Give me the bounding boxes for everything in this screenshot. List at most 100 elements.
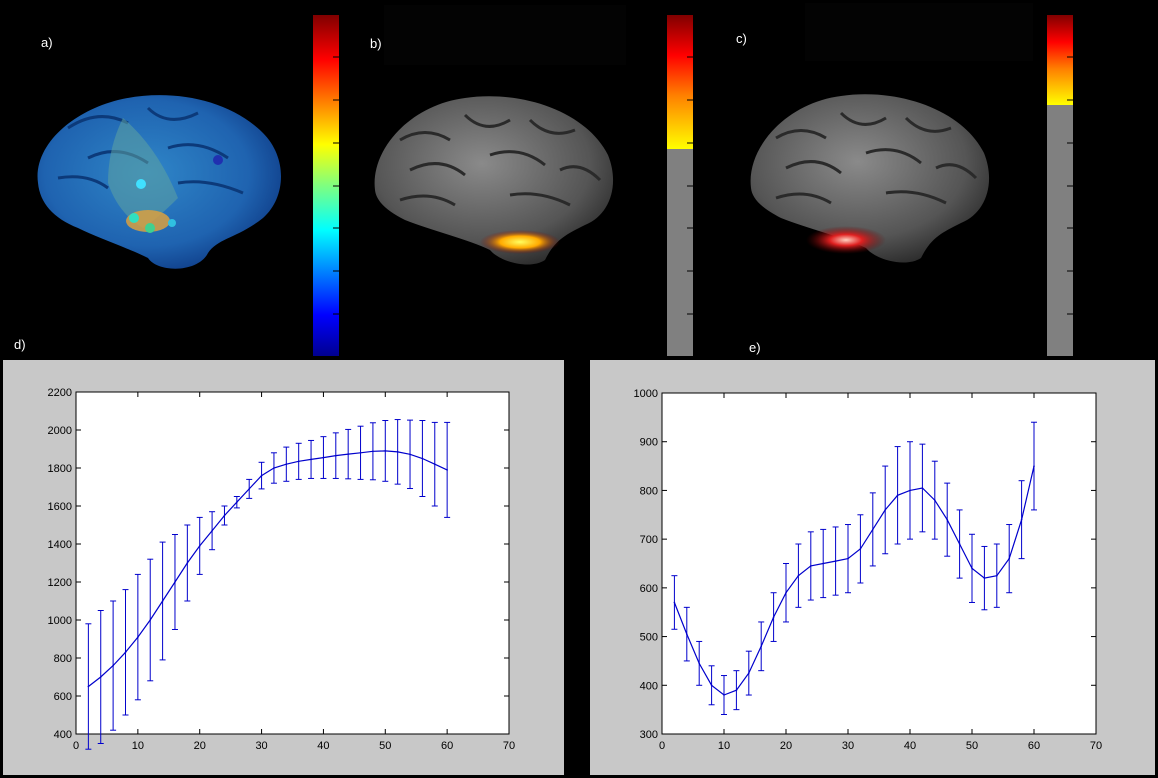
data-point xyxy=(211,529,213,532)
data-point xyxy=(198,545,201,547)
x-tick-label: 70 xyxy=(1090,740,1102,752)
redaction-box-c xyxy=(805,3,1033,61)
data-point xyxy=(421,457,424,460)
y-tick-label: 700 xyxy=(640,534,658,546)
panel-b: b) xyxy=(350,0,710,358)
x-tick-label: 20 xyxy=(194,740,206,752)
series-line xyxy=(673,465,1035,696)
y-tick-label: 2200 xyxy=(48,387,72,399)
x-tick-label: 50 xyxy=(966,740,978,752)
plot-area xyxy=(75,391,510,735)
x-tick-label: 40 xyxy=(904,740,916,752)
data-point xyxy=(884,509,886,511)
panel-a-label: a) xyxy=(41,35,53,50)
data-point xyxy=(384,450,387,452)
data-point xyxy=(322,456,325,459)
data-point xyxy=(673,601,676,604)
y-tick-label: 1000 xyxy=(48,615,72,627)
x-tick-label: 30 xyxy=(842,740,854,752)
series-line xyxy=(88,450,448,687)
colorbar-a xyxy=(313,15,339,356)
data-point xyxy=(710,684,713,687)
data-point xyxy=(872,528,874,531)
panel-a: a) xyxy=(0,0,350,358)
data-point xyxy=(921,487,924,489)
x-tick-label: 50 xyxy=(379,740,391,752)
data-point xyxy=(372,450,374,453)
x-tick-label: 0 xyxy=(659,740,665,752)
data-point xyxy=(797,574,800,577)
data-point xyxy=(834,560,837,562)
data-point xyxy=(124,651,127,654)
x-tick-label: 60 xyxy=(1028,740,1040,752)
data-point xyxy=(810,565,812,567)
data-point xyxy=(735,689,738,691)
y-tick-label: 600 xyxy=(54,691,72,703)
y-tick-label: 1400 xyxy=(48,539,72,551)
chart-d: 0 10 20 30 40 50 60 70 400 600 800 1000 1200 1400 1600… xyxy=(48,387,516,752)
data-point xyxy=(347,453,349,455)
data-point xyxy=(698,662,700,665)
panel-b-label: b) xyxy=(370,36,382,51)
y-tick-label: 2000 xyxy=(48,425,72,437)
y-tick-label: 600 xyxy=(640,583,658,595)
panel-d-label: d) xyxy=(14,337,26,352)
data-point xyxy=(137,636,139,638)
data-point xyxy=(983,577,986,579)
x-tick-label: 30 xyxy=(255,740,267,752)
data-point xyxy=(446,469,448,471)
y-tick-label: 1800 xyxy=(48,463,72,475)
data-point xyxy=(396,451,399,453)
data-point xyxy=(822,562,824,565)
data-point xyxy=(174,581,176,583)
y-tick-label: 400 xyxy=(54,729,72,741)
plot-area xyxy=(661,392,1097,735)
data-point xyxy=(772,616,775,618)
chart-e: 0 10 20 30 40 50 60 70 300 400 500 600 700 800 900 1000 xyxy=(634,388,1103,752)
data-point xyxy=(223,514,226,517)
data-point xyxy=(87,685,90,688)
y-tick-label: 900 xyxy=(640,437,658,449)
data-point xyxy=(273,467,275,469)
y-tick-label: 1600 xyxy=(48,501,72,513)
data-point xyxy=(934,499,936,501)
brain-rendering-a xyxy=(37,95,282,269)
colorbar-c xyxy=(1047,15,1073,356)
data-point xyxy=(260,474,263,477)
x-tick-label: 10 xyxy=(132,740,144,752)
data-point xyxy=(359,452,362,454)
panel-e-label: e) xyxy=(749,340,761,355)
data-point xyxy=(161,600,164,602)
brain-rendering-b xyxy=(374,96,614,265)
x-tick-label: 70 xyxy=(503,740,515,752)
data-point xyxy=(1008,557,1010,560)
data-point xyxy=(409,453,411,456)
data-point xyxy=(335,454,337,457)
data-point xyxy=(297,460,300,463)
data-point xyxy=(909,489,911,492)
data-point xyxy=(760,645,762,648)
data-point xyxy=(958,543,961,545)
data-point xyxy=(236,501,238,503)
y-tick-label: 300 xyxy=(640,729,658,741)
data-point xyxy=(310,458,312,461)
data-point xyxy=(723,694,725,696)
data-point xyxy=(847,557,849,560)
y-tick-label: 500 xyxy=(640,632,658,644)
x-tick-label: 60 xyxy=(441,740,453,752)
data-point xyxy=(946,518,948,521)
data-point xyxy=(1020,518,1023,521)
data-point xyxy=(686,633,688,635)
x-tick-label: 20 xyxy=(780,740,792,752)
data-point xyxy=(149,619,152,621)
brain-rendering-c xyxy=(750,94,990,263)
data-point xyxy=(996,574,998,577)
data-point xyxy=(748,672,750,674)
data-point xyxy=(433,463,436,465)
data-point xyxy=(971,567,973,570)
y-tick-label: 1000 xyxy=(634,388,658,400)
colorbar-b xyxy=(667,15,693,356)
panel-c: c) xyxy=(710,0,1158,358)
data-point xyxy=(785,591,787,594)
data-point xyxy=(248,488,250,490)
